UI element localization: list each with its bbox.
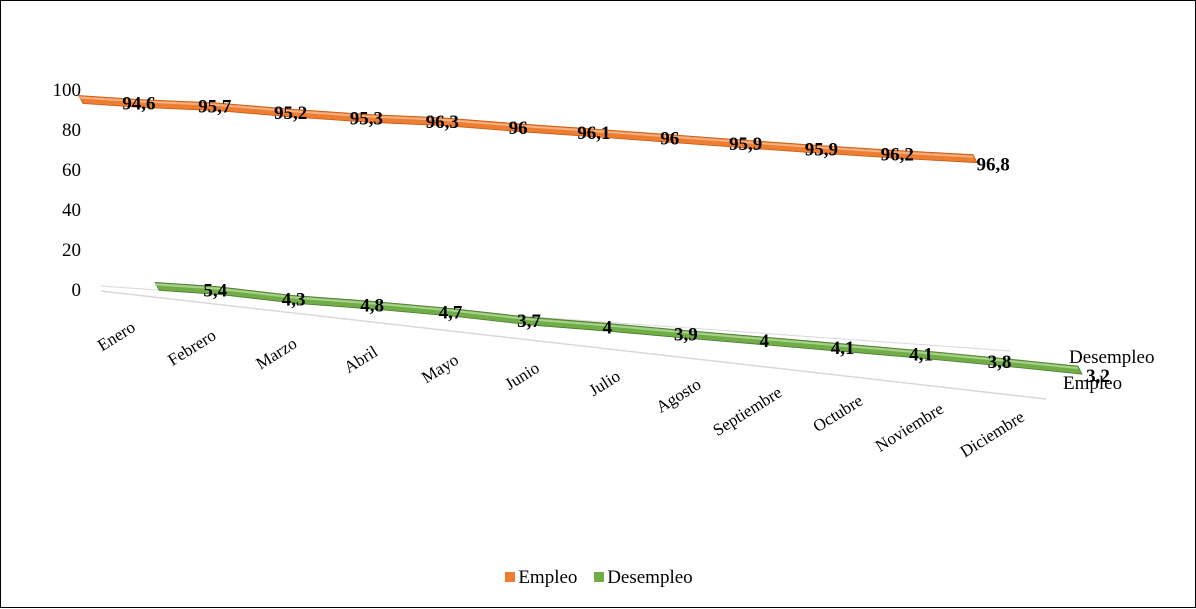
y-tick-label: 40 [62, 200, 81, 221]
data-label-empleo: 95,3 [350, 108, 383, 129]
y-tick-label: 60 [62, 160, 81, 181]
x-tick-label: Julio [585, 366, 623, 400]
x-tick-label: Octubre [810, 391, 867, 436]
x-tick-label: Mayo [418, 350, 462, 387]
y-tick-label: 20 [62, 240, 81, 261]
y-tick-label: 0 [72, 280, 82, 301]
x-tick-label: Septiembre [709, 383, 785, 440]
data-label-desempleo: 4,7 [439, 302, 463, 323]
x-tick-label: Diciembre [957, 407, 1028, 461]
data-label-desempleo: 4 [603, 317, 613, 338]
data-label-empleo: 96,3 [426, 112, 459, 133]
series-highlight-empleo [78, 96, 974, 158]
data-label-desempleo: 4,3 [282, 289, 306, 310]
legend-item-empleo: Empleo [505, 567, 577, 589]
x-tick-label: Marzo [253, 334, 301, 374]
depth-axis-label: Desempleo [1069, 347, 1154, 368]
data-label-empleo: 95,9 [805, 140, 838, 161]
series-highlight-desempleo [155, 283, 1079, 370]
x-tick-label: Junio [501, 358, 542, 394]
y-tick-label: 80 [62, 120, 81, 141]
data-label-empleo: 95,9 [729, 134, 762, 155]
legend-label-desempleo: Desempleo [607, 567, 693, 588]
legend-item-desempleo: Desempleo [594, 567, 693, 589]
y-tick-label: 100 [53, 80, 82, 101]
data-label-desempleo: 3,2 [1086, 366, 1110, 387]
legend-swatch-empleo [505, 572, 516, 582]
x-tick-label: Enero [94, 317, 138, 355]
depth-axis-label: Empleo [1063, 373, 1122, 394]
x-tick-label: Febrero [164, 326, 219, 370]
data-label-desempleo: 3,9 [674, 325, 698, 346]
x-tick-label: Noviembre [872, 399, 947, 456]
data-label-desempleo: 4 [760, 331, 770, 352]
data-label-desempleo: 4,1 [831, 338, 855, 359]
data-label-empleo: 96,1 [577, 123, 610, 144]
legend-label-empleo: Empleo [518, 567, 578, 588]
x-tick-label: Abril [341, 342, 382, 377]
data-label-desempleo: 4,1 [909, 345, 933, 366]
legend: Empleo Desempleo [1, 567, 1196, 589]
x-tick-label: Agosto [653, 375, 705, 417]
data-label-empleo: 96 [660, 129, 679, 150]
floor-front-edge [100, 290, 1047, 400]
data-label-desempleo: 3,7 [517, 311, 541, 332]
data-label-empleo: 96 [509, 118, 528, 139]
data-label-desempleo: 4,8 [360, 295, 384, 316]
data-label-empleo: 95,2 [274, 103, 307, 124]
data-label-empleo: 95,7 [198, 97, 232, 118]
data-label-empleo: 94,6 [122, 94, 155, 115]
legend-swatch-desempleo [594, 572, 605, 582]
data-label-empleo: 96,8 [976, 155, 1009, 176]
data-label-desempleo: 5,4 [203, 280, 227, 301]
data-label-empleo: 96,2 [881, 144, 914, 165]
data-label-desempleo: 3,8 [988, 352, 1012, 373]
